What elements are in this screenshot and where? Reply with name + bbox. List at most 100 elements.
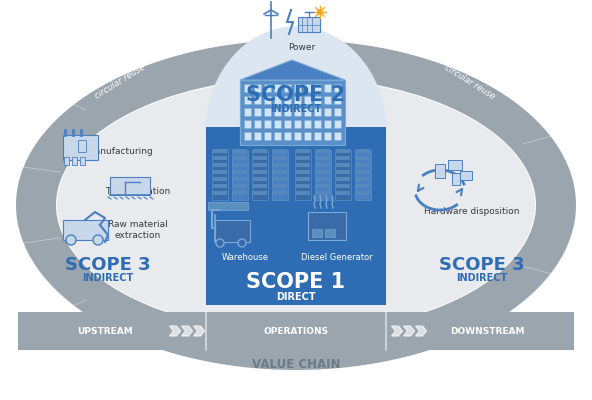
FancyBboxPatch shape xyxy=(253,156,267,160)
FancyBboxPatch shape xyxy=(264,96,271,104)
FancyBboxPatch shape xyxy=(304,132,311,140)
Text: OPERATIONS: OPERATIONS xyxy=(263,326,329,336)
FancyBboxPatch shape xyxy=(315,150,331,200)
FancyBboxPatch shape xyxy=(273,149,287,153)
FancyBboxPatch shape xyxy=(316,156,330,160)
FancyBboxPatch shape xyxy=(253,163,267,167)
Circle shape xyxy=(317,9,323,15)
FancyBboxPatch shape xyxy=(264,132,271,140)
FancyBboxPatch shape xyxy=(273,156,287,160)
Ellipse shape xyxy=(57,78,535,332)
FancyBboxPatch shape xyxy=(274,120,281,128)
FancyBboxPatch shape xyxy=(284,108,291,116)
Text: Raw material
extraction: Raw material extraction xyxy=(108,220,168,240)
FancyBboxPatch shape xyxy=(356,163,370,167)
FancyBboxPatch shape xyxy=(213,177,227,181)
FancyBboxPatch shape xyxy=(213,156,227,160)
FancyBboxPatch shape xyxy=(294,132,301,140)
FancyBboxPatch shape xyxy=(273,170,287,174)
FancyBboxPatch shape xyxy=(274,96,281,104)
FancyBboxPatch shape xyxy=(63,135,98,160)
FancyBboxPatch shape xyxy=(254,132,261,140)
FancyBboxPatch shape xyxy=(324,120,331,128)
FancyBboxPatch shape xyxy=(72,157,77,165)
FancyBboxPatch shape xyxy=(316,149,330,153)
FancyBboxPatch shape xyxy=(314,120,321,128)
FancyBboxPatch shape xyxy=(294,120,301,128)
Polygon shape xyxy=(206,27,386,132)
Polygon shape xyxy=(169,326,181,336)
FancyBboxPatch shape xyxy=(212,150,228,200)
FancyBboxPatch shape xyxy=(334,132,341,140)
FancyBboxPatch shape xyxy=(110,177,150,195)
FancyBboxPatch shape xyxy=(336,149,350,153)
FancyBboxPatch shape xyxy=(312,229,322,237)
FancyBboxPatch shape xyxy=(314,84,321,92)
Text: Diesel Generator: Diesel Generator xyxy=(301,252,373,262)
Polygon shape xyxy=(182,326,192,336)
FancyBboxPatch shape xyxy=(335,150,351,200)
FancyBboxPatch shape xyxy=(356,191,370,195)
FancyBboxPatch shape xyxy=(253,184,267,188)
FancyBboxPatch shape xyxy=(355,150,371,200)
Text: VALUE CHAIN: VALUE CHAIN xyxy=(252,358,340,372)
FancyBboxPatch shape xyxy=(244,84,251,92)
FancyBboxPatch shape xyxy=(316,177,330,181)
Text: Manufacturing: Manufacturing xyxy=(87,148,153,156)
FancyBboxPatch shape xyxy=(253,177,267,181)
Circle shape xyxy=(216,239,224,247)
FancyBboxPatch shape xyxy=(273,177,287,181)
Text: DIRECT: DIRECT xyxy=(276,292,316,302)
FancyBboxPatch shape xyxy=(356,177,370,181)
FancyBboxPatch shape xyxy=(296,191,310,195)
FancyBboxPatch shape xyxy=(244,132,251,140)
FancyBboxPatch shape xyxy=(254,84,261,92)
FancyBboxPatch shape xyxy=(80,157,85,165)
FancyBboxPatch shape xyxy=(298,17,320,32)
FancyBboxPatch shape xyxy=(284,132,291,140)
FancyBboxPatch shape xyxy=(213,191,227,195)
FancyBboxPatch shape xyxy=(460,171,472,180)
FancyBboxPatch shape xyxy=(356,149,370,153)
Text: UPSTREAM: UPSTREAM xyxy=(77,326,133,336)
FancyBboxPatch shape xyxy=(274,84,281,92)
FancyBboxPatch shape xyxy=(284,84,291,92)
Text: DOWNSTREAM: DOWNSTREAM xyxy=(450,326,525,336)
FancyBboxPatch shape xyxy=(264,120,271,128)
FancyBboxPatch shape xyxy=(452,173,460,185)
Polygon shape xyxy=(391,326,403,336)
FancyBboxPatch shape xyxy=(336,191,350,195)
FancyBboxPatch shape xyxy=(233,149,247,153)
FancyBboxPatch shape xyxy=(316,191,330,195)
Ellipse shape xyxy=(56,78,536,332)
FancyBboxPatch shape xyxy=(336,170,350,174)
FancyBboxPatch shape xyxy=(296,149,310,153)
Text: Transportation: Transportation xyxy=(105,188,170,196)
FancyBboxPatch shape xyxy=(233,156,247,160)
FancyBboxPatch shape xyxy=(308,212,346,240)
FancyBboxPatch shape xyxy=(284,96,291,104)
FancyBboxPatch shape xyxy=(304,108,311,116)
FancyBboxPatch shape xyxy=(244,96,251,104)
FancyBboxPatch shape xyxy=(296,184,310,188)
Circle shape xyxy=(93,235,103,245)
FancyBboxPatch shape xyxy=(272,150,288,200)
Text: SCOPE 2: SCOPE 2 xyxy=(246,85,346,105)
FancyBboxPatch shape xyxy=(448,160,462,170)
FancyBboxPatch shape xyxy=(314,96,321,104)
FancyBboxPatch shape xyxy=(296,177,310,181)
FancyBboxPatch shape xyxy=(233,163,247,167)
FancyBboxPatch shape xyxy=(296,170,310,174)
FancyBboxPatch shape xyxy=(296,163,310,167)
FancyBboxPatch shape xyxy=(273,163,287,167)
FancyBboxPatch shape xyxy=(336,184,350,188)
FancyBboxPatch shape xyxy=(273,184,287,188)
FancyBboxPatch shape xyxy=(294,108,301,116)
Polygon shape xyxy=(240,60,345,80)
Polygon shape xyxy=(416,326,426,336)
FancyBboxPatch shape xyxy=(334,120,341,128)
FancyBboxPatch shape xyxy=(244,108,251,116)
FancyBboxPatch shape xyxy=(232,150,248,200)
FancyBboxPatch shape xyxy=(233,170,247,174)
FancyBboxPatch shape xyxy=(316,163,330,167)
